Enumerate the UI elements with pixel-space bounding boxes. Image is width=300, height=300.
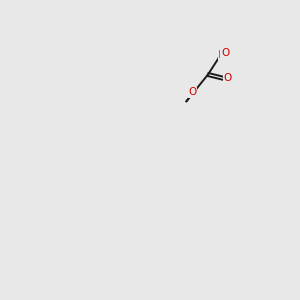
Text: O: O xyxy=(223,73,232,83)
Text: O: O xyxy=(221,48,229,58)
Text: O: O xyxy=(188,87,196,97)
Text: H: H xyxy=(218,50,226,60)
